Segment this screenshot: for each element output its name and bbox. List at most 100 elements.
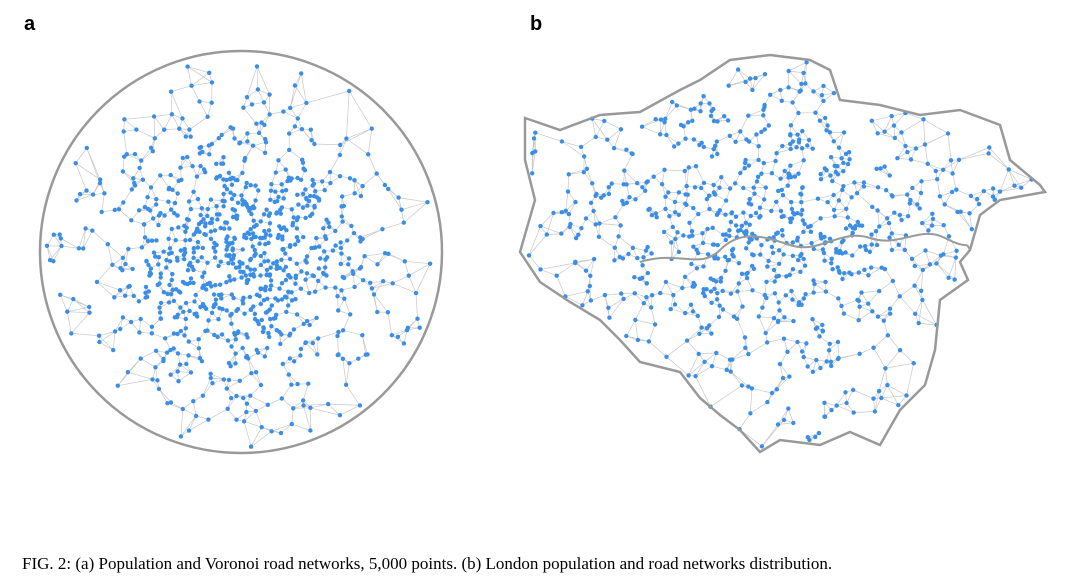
population-point — [175, 312, 180, 317]
population-point — [829, 363, 834, 369]
population-point — [821, 83, 826, 89]
population-point — [889, 193, 894, 198]
population-point — [157, 310, 163, 315]
population-point — [215, 334, 220, 340]
population-point — [256, 130, 262, 136]
population-point — [778, 87, 783, 93]
population-point — [801, 296, 806, 301]
population-point — [750, 263, 755, 269]
population-point — [835, 265, 840, 270]
population-point — [670, 224, 675, 230]
population-point — [850, 253, 855, 258]
population-point — [283, 294, 288, 299]
population-point — [711, 277, 716, 283]
population-point — [244, 409, 249, 415]
population-point — [839, 303, 844, 309]
population-point — [776, 300, 781, 305]
population-point — [84, 188, 89, 193]
population-point — [193, 413, 199, 419]
population-point — [118, 326, 123, 332]
population-point — [190, 164, 195, 169]
population-point — [281, 196, 286, 201]
population-point — [175, 331, 180, 337]
population-point — [735, 289, 740, 294]
population-point — [337, 152, 343, 158]
population-point — [795, 132, 800, 137]
population-point — [896, 402, 901, 408]
population-point — [772, 279, 777, 284]
population-point — [705, 252, 711, 257]
population-point — [306, 198, 312, 204]
population-point — [786, 68, 791, 74]
population-point — [281, 225, 287, 230]
population-point — [714, 350, 719, 356]
population-point — [606, 305, 611, 310]
population-point — [185, 268, 191, 273]
population-point — [327, 224, 332, 230]
population-point — [304, 100, 309, 106]
population-point — [746, 139, 752, 144]
population-point — [708, 289, 714, 294]
population-point — [203, 306, 209, 311]
population-point — [244, 180, 249, 186]
population-point — [233, 337, 238, 342]
population-point — [308, 193, 313, 199]
population-point — [266, 240, 271, 246]
population-point — [314, 315, 319, 321]
population-point — [146, 289, 151, 294]
population-point — [843, 226, 849, 231]
population-point — [252, 267, 257, 272]
population-point — [165, 401, 170, 406]
population-point — [782, 168, 787, 174]
population-point — [232, 235, 237, 240]
population-point — [805, 143, 810, 148]
population-point — [115, 383, 121, 388]
population-point — [390, 281, 395, 286]
population-point — [267, 211, 273, 216]
population-point — [945, 131, 951, 136]
london-boundary — [518, 53, 1048, 454]
population-point — [191, 189, 196, 194]
population-point — [58, 236, 63, 241]
population-point — [237, 141, 242, 146]
population-point — [551, 210, 556, 216]
population-point — [183, 134, 188, 139]
population-point — [276, 158, 281, 163]
population-point — [813, 110, 818, 115]
population-point — [942, 202, 947, 207]
population-point — [905, 214, 911, 219]
population-point — [579, 226, 584, 231]
population-point — [253, 251, 258, 256]
population-point — [342, 296, 347, 301]
population-point — [839, 156, 844, 161]
population-point — [681, 233, 686, 238]
population-point — [573, 235, 579, 241]
population-point — [288, 105, 293, 111]
population-point — [230, 207, 235, 212]
population-point — [278, 430, 284, 436]
population-point — [178, 434, 184, 439]
population-point — [624, 333, 629, 339]
population-point — [684, 202, 689, 207]
population-point — [830, 178, 835, 184]
population-point — [178, 328, 183, 334]
population-point — [362, 254, 367, 259]
population-point — [286, 303, 291, 308]
population-point — [713, 143, 718, 148]
population-point — [707, 206, 712, 212]
population-point — [841, 184, 846, 189]
population-point — [762, 197, 767, 202]
population-point — [801, 229, 806, 235]
population-point — [229, 311, 234, 317]
population-point — [229, 321, 234, 326]
population-point — [201, 167, 207, 172]
population-point — [262, 122, 267, 128]
population-point — [249, 236, 254, 242]
population-point — [882, 164, 887, 169]
population-point — [730, 357, 735, 362]
population-point — [824, 359, 829, 364]
population-point — [654, 215, 659, 220]
population-point — [987, 145, 992, 150]
population-point — [258, 301, 263, 307]
population-point — [858, 244, 863, 249]
